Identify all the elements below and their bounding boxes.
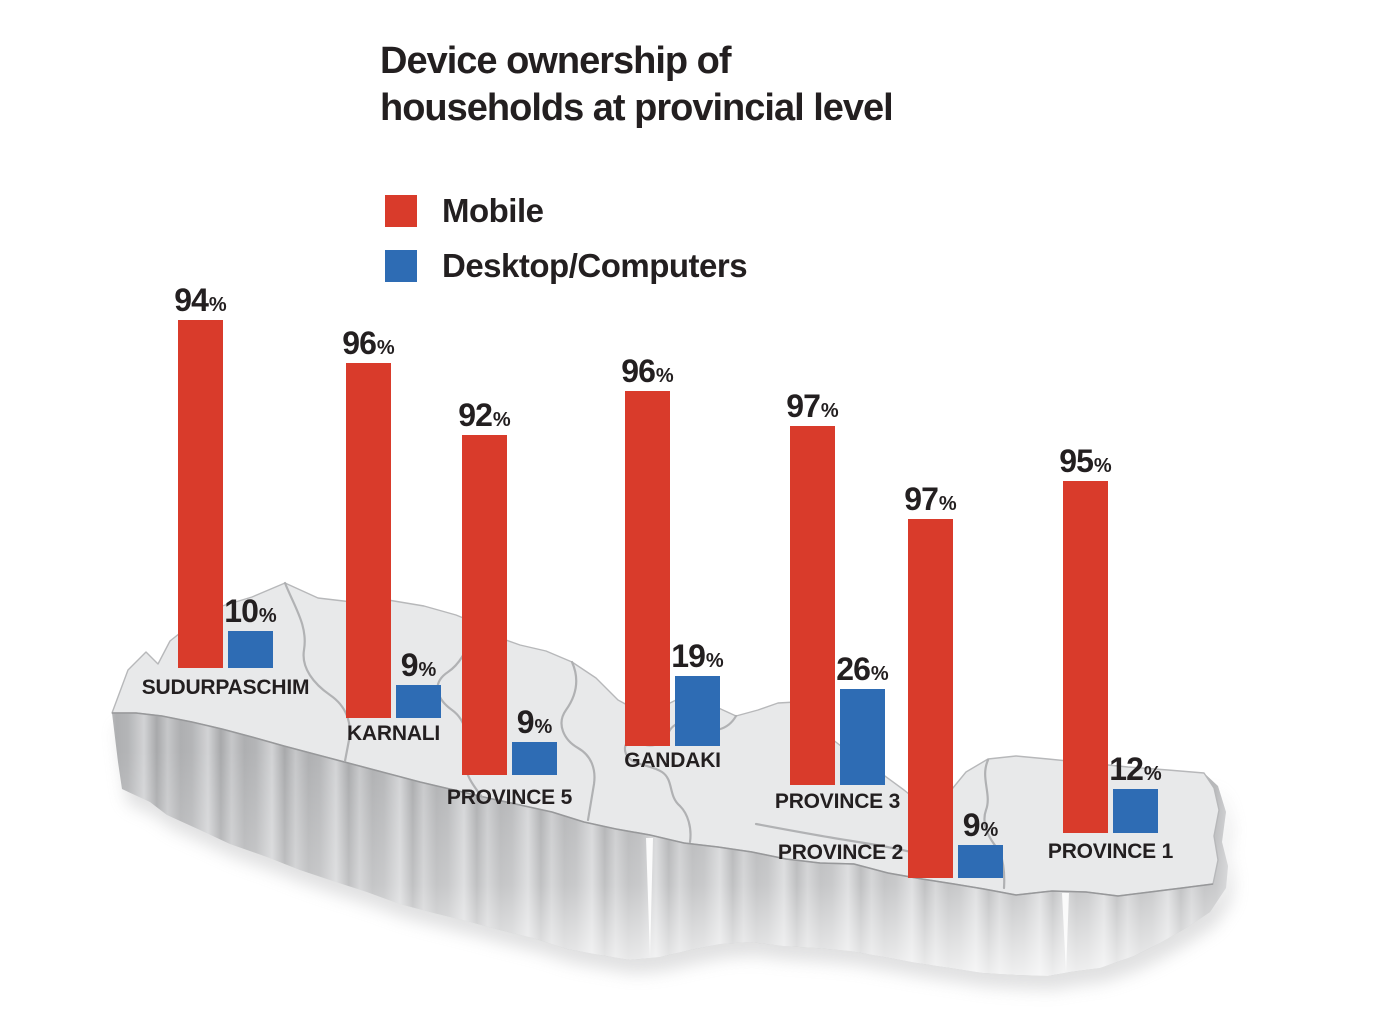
mobile-bar-province-2 [908,519,953,878]
mobile-bar-province-3 [790,426,835,785]
desktop-bar-sudurpaschim [228,631,273,668]
percent-sign: % [418,659,437,681]
mobile-value-number: 92 [458,397,493,433]
mobile-value-label-province-2: 97% [904,482,956,521]
desktop-value-number: 19 [671,638,706,674]
desktop-bar-karnali [396,685,441,718]
province-label-province-5: PROVINCE 5 [446,786,573,809]
map-rim-line [112,712,1214,897]
desktop-value-number: 9 [962,807,981,843]
desktop-value-number: 12 [1109,751,1144,787]
desktop-swatch [385,250,417,282]
desktop-bar-province-5 [512,742,557,775]
mobile-value-label-province-5: 92% [458,398,510,437]
desktop-value-label-province-5: 9% [517,705,553,744]
mobile-value-label-gandaki: 96% [621,354,673,393]
mobile-bar-karnali [346,363,391,718]
desktop-value-number: 10 [224,593,259,629]
desktop-value-label-gandaki: 19% [671,639,723,678]
desktop-value-number: 9 [516,704,535,740]
desktop-bar-province-2 [958,845,1003,878]
legend-row-mobile: Mobile [385,192,747,230]
mobile-value-number: 97 [904,481,939,517]
desktop-legend-label: Desktop/Computers [442,247,748,284]
chart-title-line2: households at provincial level [380,87,894,129]
province-label-karnali: KARNALI [346,722,441,745]
percent-sign: % [492,409,511,431]
mobile-value-number: 96 [621,353,656,389]
percent-sign: % [376,337,395,359]
desktop-value-label-province-2: 9% [963,808,999,847]
desktop-value-label-karnali: 9% [401,648,437,687]
desktop-bar-province-3 [840,689,885,785]
percent-sign: % [705,650,724,672]
mobile-value-label-province-1: 95% [1059,444,1111,483]
province-label-province-2: PROVINCE 2 [777,841,904,864]
mobile-value-number: 97 [786,388,821,424]
mobile-swatch [385,195,417,227]
province-label-province-1: PROVINCE 1 [1047,840,1174,863]
percent-sign: % [938,493,957,515]
mobile-value-number: 96 [342,325,377,361]
percent-sign: % [980,819,999,841]
chart-title: Device ownership of households at provin… [380,38,894,132]
chart-legend: Mobile Desktop/Computers [385,192,748,302]
legend-row-desktop: Desktop/Computers [385,247,748,285]
province-label-sudurpaschim: SUDURPASCHIM [141,676,310,699]
province-label-province-3: PROVINCE 3 [774,790,901,813]
province-label-gandaki: GANDAKI [624,749,721,772]
percent-sign: % [258,605,277,627]
percent-sign: % [655,365,674,387]
mobile-bar-gandaki [625,391,670,746]
desktop-value-label-province-1: 12% [1109,752,1161,791]
mobile-bar-province-1 [1063,481,1108,833]
mobile-legend-label: Mobile [442,192,544,229]
percent-sign: % [534,716,553,738]
mobile-value-number: 94 [174,282,209,318]
percent-sign: % [870,663,889,685]
percent-sign: % [208,294,227,316]
desktop-value-label-province-3: 26% [836,652,888,691]
desktop-value-number: 9 [400,647,419,683]
percent-sign: % [1093,455,1112,477]
desktop-value-label-sudurpaschim: 10% [224,594,276,633]
percent-sign: % [820,400,839,422]
mobile-bar-sudurpaschim [178,320,223,668]
desktop-bar-gandaki [675,676,720,746]
desktop-value-number: 26 [836,651,871,687]
map-cliff-fade [112,713,1228,976]
mobile-value-label-province-3: 97% [786,389,838,428]
mobile-value-label-sudurpaschim: 94% [174,283,226,322]
mobile-value-number: 95 [1059,443,1094,479]
chart-title-line1: Device ownership of [380,40,732,82]
mobile-value-label-karnali: 96% [342,326,394,365]
mobile-bar-province-5 [462,435,507,775]
percent-sign: % [1143,763,1162,785]
cliff-gap [1062,893,1069,973]
cliff-gap [646,838,653,958]
desktop-bar-province-1 [1113,789,1158,833]
